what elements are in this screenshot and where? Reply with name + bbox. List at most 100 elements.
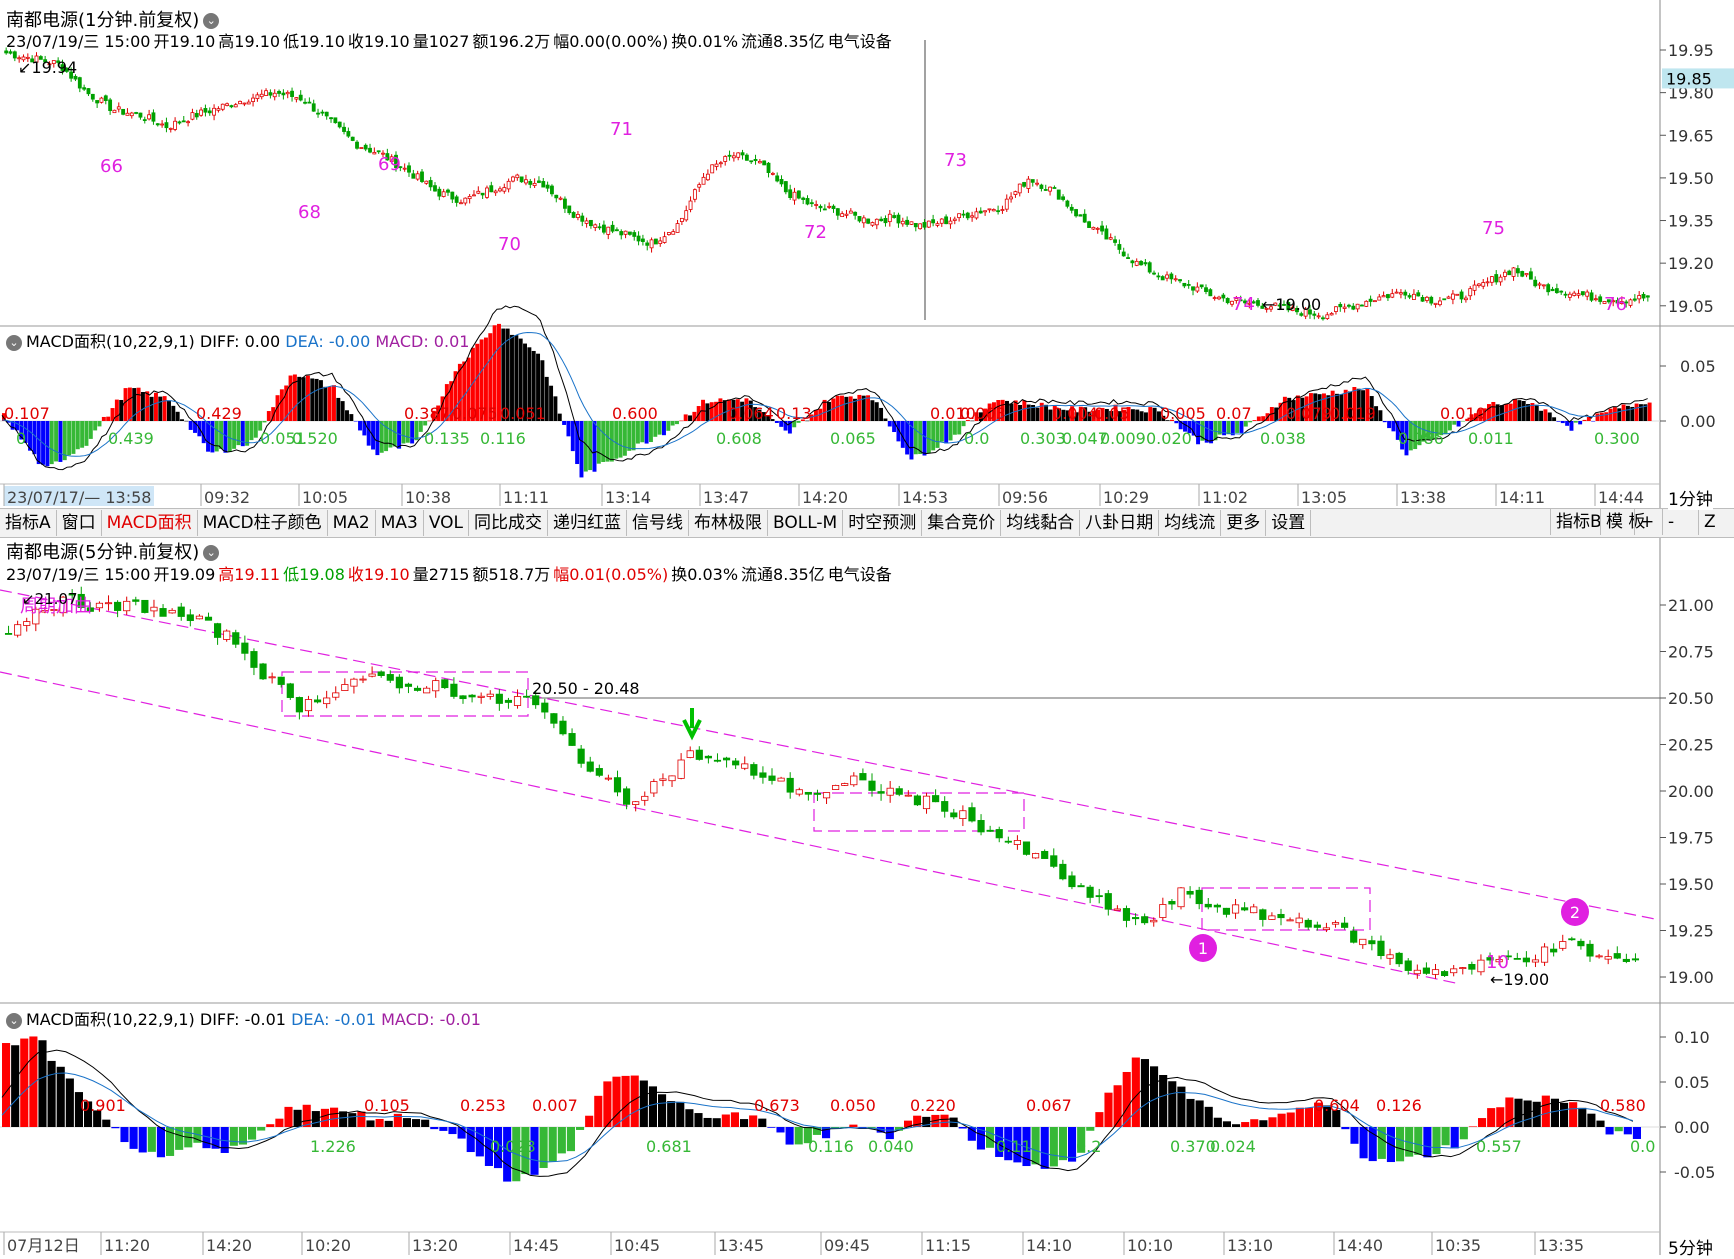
top-candle-body (450, 191, 455, 200)
top-candle-body (974, 211, 979, 219)
bottom-macd-bar (730, 1112, 739, 1127)
top-macd-bar (167, 400, 171, 421)
toolbar-item-5[interactable]: MA3 (376, 510, 424, 536)
toolbar-right-0[interactable]: 指标B (1550, 509, 1607, 535)
toolbar-item-14[interactable]: 均线黏合 (1001, 510, 1081, 536)
top-candle-body (1078, 214, 1083, 217)
bottom-macd-bar (1140, 1059, 1149, 1127)
top-macd-green-label: 0.011 (1468, 429, 1514, 448)
price-low-label: ←19.00 (1262, 295, 1321, 314)
top-candle-body (242, 102, 247, 105)
top-candle-body (961, 213, 966, 216)
top-macd-bar (796, 421, 801, 423)
toolbar-item-11[interactable]: BOLL-M (768, 510, 844, 536)
top-macd-bar (397, 421, 402, 449)
toolbar-item-18[interactable]: 设置 (1266, 510, 1312, 536)
toolbar-item-2[interactable]: MACD面积 (102, 510, 198, 536)
toolbar-item-16[interactable]: 均线流 (1159, 510, 1222, 536)
toolbar-right-3[interactable]: - (1662, 509, 1679, 535)
top-candle-body (125, 112, 130, 116)
overlay-text: 周期加曲 (20, 596, 92, 617)
top-macd-bar (362, 421, 367, 436)
top-period-label[interactable]: 1分钟 (1668, 485, 1713, 510)
bottom-macd-value: MACD: -0.01 (381, 1010, 481, 1029)
top-macd-bar (184, 420, 189, 422)
top-macd-bar (75, 421, 80, 450)
bottom-macd-bar (65, 1078, 74, 1127)
top-macd-bar (401, 421, 406, 444)
bottom-candle-body (1077, 885, 1085, 888)
toolbar-item-8[interactable]: 递归红蓝 (548, 510, 628, 536)
top-candle-body (991, 209, 996, 212)
toolbar-item-10[interactable]: 布林极限 (689, 510, 769, 536)
bottom-candle-body (759, 772, 767, 778)
bottom-candle-body (95, 602, 104, 609)
toolbar-item-13[interactable]: 集合竞价 (922, 510, 1002, 536)
chevron-down-icon[interactable]: ⌄ (203, 545, 220, 561)
top-macd-bar (662, 421, 666, 436)
toolbar-item-9[interactable]: 信号线 (627, 510, 690, 536)
chevron-down-icon[interactable]: ⌄ (6, 334, 22, 351)
channel-lower (0, 671, 1461, 985)
bottom-title-text: 南都电源(5分钟.前复权) (6, 542, 200, 563)
top-macd-bar (206, 421, 211, 452)
top-info-field: 低19.10 (283, 32, 345, 51)
top-macd-bar (1356, 388, 1361, 421)
top-macd-bar (379, 421, 384, 453)
bottom-macd-bar (56, 1066, 65, 1127)
bottom-x-tick-label: 14:40 (1337, 1236, 1383, 1255)
top-macd-green-label: 0.020 (1146, 429, 1192, 448)
bottom-period-label[interactable]: 5分钟 (1668, 1234, 1713, 1259)
toolbar-item-1[interactable]: 窗口 (57, 510, 102, 536)
bottom-candle-body (623, 788, 631, 805)
chevron-down-icon[interactable]: ⌄ (6, 1012, 22, 1029)
bottom-diff-line (1, 1049, 1634, 1177)
toolbar-item-3[interactable]: MACD柱子颜色 (198, 510, 328, 536)
top-candle-body (870, 222, 875, 226)
toolbar-item-6[interactable]: VOL (424, 510, 470, 536)
top-macd-bar (1387, 421, 1392, 429)
top-macd-bar (1556, 421, 1561, 422)
top-y-tick-label: 19.50 (1668, 169, 1714, 188)
top-macd-bar (1300, 397, 1305, 421)
top-candle-body (1624, 301, 1629, 304)
toolbar-right-2[interactable]: + (1634, 509, 1659, 535)
bottom-macd-bar (1040, 1127, 1049, 1169)
top-candle-body (909, 221, 914, 225)
toolbar-item-17[interactable]: 更多 (1221, 510, 1267, 536)
top-candle-body (1537, 283, 1542, 286)
top-candle-body (1450, 293, 1455, 300)
top-candle-body (246, 101, 251, 105)
top-macd-bar (961, 421, 966, 427)
top-macd-bar (909, 421, 914, 460)
count-label: 10 (1486, 952, 1509, 973)
toolbar-right-4[interactable]: Z (1698, 509, 1721, 535)
top-macd-bar (431, 410, 436, 421)
chevron-down-icon[interactable]: ⌄ (203, 13, 220, 29)
bottom-macd-green-label: 0.023 (490, 1137, 536, 1156)
top-macd-bar (501, 328, 506, 421)
toolbar-item-7[interactable]: 同比成交 (469, 510, 549, 536)
toolbar-item-15[interactable]: 八卦日期 (1080, 510, 1160, 536)
top-macd-bar (570, 421, 575, 452)
top-macd-bar (1304, 396, 1309, 421)
bottom-macd-bar (111, 1127, 120, 1129)
top-macd-bar (944, 421, 949, 444)
bottom-candle-body (995, 829, 1003, 839)
bottom-macd-bar (530, 1127, 539, 1175)
bottom-candle-body (1631, 958, 1640, 961)
toolbar-item-12[interactable]: 时空预测 (843, 510, 923, 536)
top-candle-body (1394, 291, 1399, 294)
top-macd-bar (926, 421, 931, 454)
top-macd-bar (1235, 421, 1240, 433)
bottom-candle-body (859, 773, 867, 781)
bottom-candle-body (323, 697, 331, 705)
toolbar-item-0[interactable]: 指标A (0, 510, 57, 536)
bottom-candle-body (713, 759, 722, 762)
toolbar-right-1[interactable]: 模 板 (1600, 509, 1650, 535)
top-macd-bar (10, 421, 15, 430)
bottom-macd-bar (1277, 1113, 1286, 1127)
bottom-x-tick-label: 14:45 (513, 1236, 559, 1255)
top-candle-body (1035, 182, 1039, 185)
toolbar-item-4[interactable]: MA2 (328, 510, 376, 536)
